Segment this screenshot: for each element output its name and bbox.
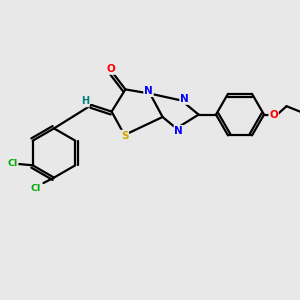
Text: N: N [174,126,183,136]
Text: Cl: Cl [31,184,41,193]
Text: O: O [106,64,116,74]
Text: Cl: Cl [8,159,18,168]
Text: S: S [121,130,128,141]
Text: N: N [180,94,189,104]
Text: H: H [81,96,89,106]
Text: N: N [144,86,153,96]
Text: O: O [269,110,278,120]
